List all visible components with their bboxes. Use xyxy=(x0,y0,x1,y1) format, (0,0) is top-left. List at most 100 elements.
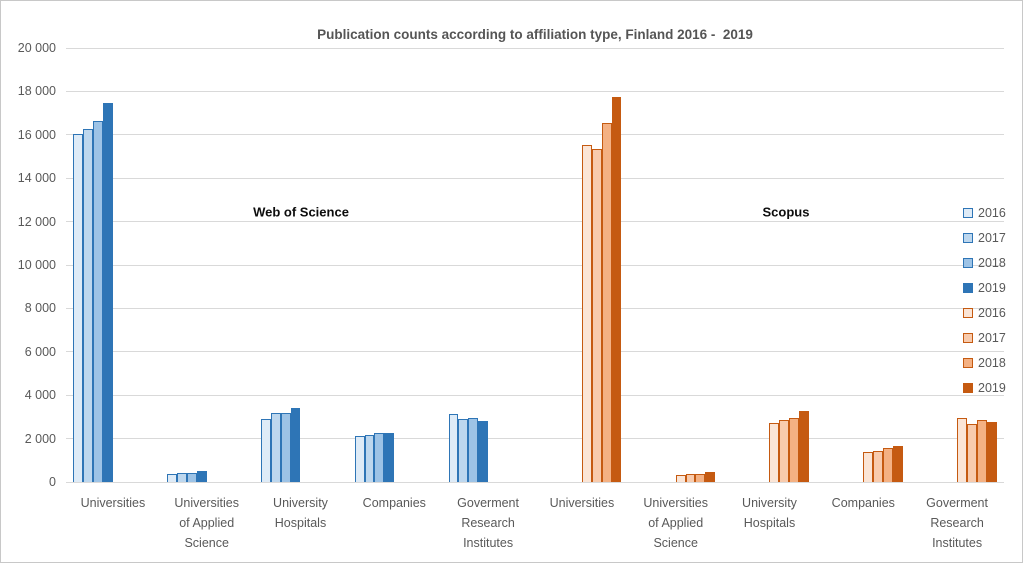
bar-web-of-science-2019 xyxy=(478,421,489,482)
legend-item-label: 2018 xyxy=(978,255,1006,270)
bar-scopus-2019 xyxy=(611,97,622,482)
x-category-label-line: Hospitals xyxy=(274,516,327,530)
category-slot xyxy=(910,48,1004,482)
x-category-label-line: University xyxy=(742,496,797,510)
category-slot xyxy=(441,48,535,482)
bar-scopus-2018 xyxy=(883,448,893,482)
bar-group xyxy=(260,408,301,482)
bar-group xyxy=(167,471,207,482)
gridline xyxy=(66,221,1004,223)
x-category-label-line: Goverment xyxy=(457,496,519,510)
legend: 2016 2017 2018 2019 2016 2017 2018 2019 xyxy=(963,200,1006,400)
bar-scopus-2017 xyxy=(779,420,790,482)
legend-item-label: 2017 xyxy=(978,230,1006,245)
bar-web-of-science-2016 xyxy=(167,474,177,482)
x-category-label-line: Science xyxy=(653,536,698,550)
y-tick-label: 4 000 xyxy=(24,388,56,403)
legend-swatch-icon xyxy=(963,307,973,318)
gridline xyxy=(66,264,1004,266)
x-category-label: University Hospitals xyxy=(723,493,817,533)
y-tick-label: 8 000 xyxy=(24,301,56,316)
bar-web-of-science-2019 xyxy=(102,103,113,482)
bar-scopus-2017 xyxy=(873,451,884,482)
gridline xyxy=(66,351,1004,353)
bar-scopus-2016 xyxy=(675,475,686,482)
bar-web-of-science-2018 xyxy=(93,121,103,482)
x-category-label-line: Goverment xyxy=(926,496,988,510)
legend-item: 2018 xyxy=(963,350,1006,375)
x-category-label-line: Research xyxy=(930,516,984,530)
x-category-label-line: Hospitals xyxy=(743,516,796,530)
bar-web-of-science-2017 xyxy=(270,413,281,482)
gridline xyxy=(66,47,1004,49)
x-category-label: Universities of Applied Science xyxy=(629,493,723,553)
y-tick-label: 10 000 xyxy=(17,258,56,272)
bar-scopus-2019 xyxy=(799,411,810,482)
x-category-label-line: Companies xyxy=(362,496,426,510)
y-tick-label: 16 000 xyxy=(17,127,56,142)
panel-label: Web of Science xyxy=(253,204,349,220)
plot-area xyxy=(66,47,1004,483)
category-slot xyxy=(66,48,160,482)
category-slot xyxy=(629,48,723,482)
x-category-label-line: Institutes xyxy=(932,536,983,550)
x-category-label: Goverment Research Institutes xyxy=(441,493,535,553)
bar-scopus-2018 xyxy=(601,123,612,482)
bar-group xyxy=(957,418,997,482)
bar-group xyxy=(448,414,489,482)
legend-swatch-icon xyxy=(963,282,973,293)
x-category-label: Companies xyxy=(347,493,441,513)
bar-web-of-science-2018 xyxy=(374,433,385,482)
legend-swatch-icon xyxy=(963,357,973,368)
x-category-label-line: Universities xyxy=(643,496,708,510)
legend-item: 2019 xyxy=(963,275,1006,300)
bar-group xyxy=(863,446,903,482)
x-category-label-line: Institutes xyxy=(463,536,514,550)
y-tick-label: 2 000 xyxy=(24,431,56,446)
bar-web-of-science-2017 xyxy=(83,129,94,482)
bar-web-of-science-2019 xyxy=(196,471,207,482)
x-category-label-line: University xyxy=(273,496,328,510)
gridline xyxy=(66,438,1004,440)
x-category-label: University Hospitals xyxy=(254,493,348,533)
y-tick-label: 0 xyxy=(49,475,56,489)
bar-scopus-2016 xyxy=(769,423,780,482)
bar-web-of-science-2018 xyxy=(280,413,291,482)
y-tick-label: 14 000 xyxy=(17,171,56,186)
x-category-label-line: Companies xyxy=(831,496,895,510)
legend-item: 2016 xyxy=(963,200,1006,225)
category-slot xyxy=(723,48,817,482)
bar-web-of-science-2016 xyxy=(260,419,271,482)
bar-web-of-science-2019 xyxy=(384,433,395,482)
legend-item: 2016 xyxy=(963,300,1006,325)
bar-scopus-2016 xyxy=(581,145,592,482)
legend-swatch-icon xyxy=(963,232,973,243)
panel-label: Scopus xyxy=(762,204,810,220)
bar-web-of-science-2018 xyxy=(468,418,479,482)
category-slot xyxy=(535,48,629,482)
gridline xyxy=(66,177,1004,179)
legend-item: 2017 xyxy=(963,225,1006,250)
x-category-label-line: Research xyxy=(461,516,515,530)
y-tick-label: 20 000 xyxy=(17,41,56,55)
legend-item-label: 2016 xyxy=(978,305,1006,320)
legend-item-label: 2016 xyxy=(978,205,1006,220)
y-tick-label: 18 000 xyxy=(17,84,56,99)
chart-title: Publication counts according to affiliat… xyxy=(317,27,753,42)
legend-item-label: 2017 xyxy=(978,330,1006,345)
category-slot xyxy=(816,48,910,482)
bar-scopus-2016 xyxy=(863,452,874,482)
bar-web-of-science-2016 xyxy=(73,134,84,482)
x-category-label-line: Universities xyxy=(174,496,239,510)
bar-group xyxy=(769,411,810,482)
gridline xyxy=(66,90,1004,92)
legend-item: 2017 xyxy=(963,325,1006,350)
bar-scopus-2018 xyxy=(976,420,987,482)
gridline xyxy=(66,307,1004,309)
bar-scopus-2016 xyxy=(957,418,967,482)
bar-scopus-2019 xyxy=(986,422,997,482)
bar-scopus-2018 xyxy=(789,418,800,482)
x-category-label-line: Universities xyxy=(80,496,146,510)
bar-group xyxy=(675,472,716,482)
